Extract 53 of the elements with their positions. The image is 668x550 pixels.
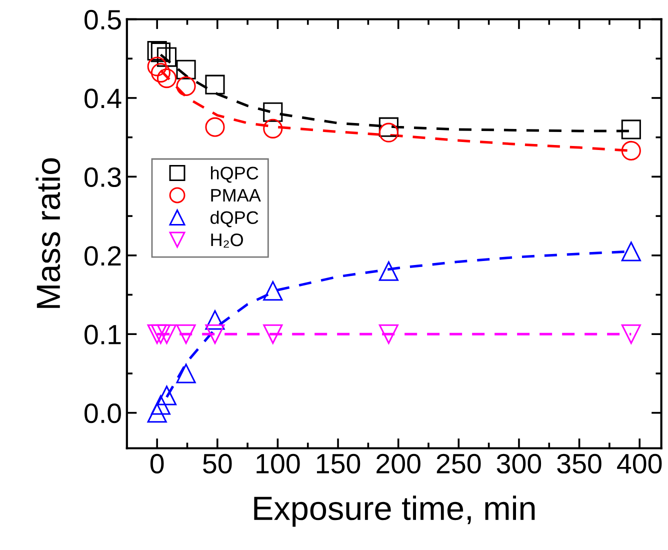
point bbox=[156, 47, 177, 67]
point bbox=[378, 261, 398, 281]
point bbox=[147, 40, 167, 61]
point bbox=[147, 324, 167, 344]
x-tick-label: 400 bbox=[617, 454, 662, 474]
point bbox=[147, 56, 167, 76]
point bbox=[156, 68, 177, 88]
legend-label: H₂O bbox=[211, 233, 243, 248]
y-tick-label: 0.0 bbox=[84, 403, 121, 424]
point bbox=[176, 364, 196, 384]
x-tick-label: 350 bbox=[557, 454, 602, 474]
point bbox=[378, 117, 398, 137]
point bbox=[263, 324, 283, 344]
point bbox=[263, 118, 283, 138]
x-tick-label: 200 bbox=[376, 454, 420, 474]
point bbox=[205, 310, 225, 330]
point bbox=[150, 42, 170, 62]
point bbox=[176, 324, 196, 344]
point bbox=[205, 74, 225, 94]
point bbox=[263, 102, 283, 122]
point bbox=[205, 117, 225, 137]
point bbox=[156, 386, 177, 406]
point bbox=[378, 122, 398, 142]
x-tick-label: 250 bbox=[436, 454, 481, 474]
point bbox=[147, 403, 167, 423]
point bbox=[621, 120, 641, 140]
point bbox=[621, 140, 641, 160]
x-tick-label: 50 bbox=[203, 454, 232, 474]
point bbox=[378, 324, 398, 344]
legend-label: hQPC bbox=[211, 166, 258, 183]
y-tick-label: 0.4 bbox=[84, 88, 122, 108]
x-tick-label: 0 bbox=[150, 454, 164, 474]
point bbox=[621, 324, 641, 344]
legend-label: PMAA bbox=[211, 189, 261, 202]
y-tick-label: 0.5 bbox=[84, 10, 121, 30]
point bbox=[150, 324, 170, 344]
x-axis-title: Exposure time, min bbox=[254, 496, 535, 527]
point bbox=[263, 281, 283, 301]
y-axis-title: Mass ratio bbox=[36, 158, 60, 308]
x-tick-label: 100 bbox=[256, 454, 300, 474]
y-tick-label: 0.3 bbox=[84, 167, 121, 188]
point bbox=[150, 395, 170, 415]
y-tick-label: 0.2 bbox=[84, 246, 121, 266]
y-tick-label: 0.1 bbox=[84, 324, 121, 344]
point bbox=[621, 242, 641, 262]
x-tick-label: 150 bbox=[316, 454, 360, 474]
legend-label: dQPC bbox=[210, 210, 258, 228]
point bbox=[156, 324, 177, 344]
point bbox=[205, 324, 225, 344]
point bbox=[176, 76, 196, 96]
point bbox=[176, 60, 196, 80]
x-tick-label: 300 bbox=[496, 454, 542, 474]
point bbox=[150, 62, 170, 83]
